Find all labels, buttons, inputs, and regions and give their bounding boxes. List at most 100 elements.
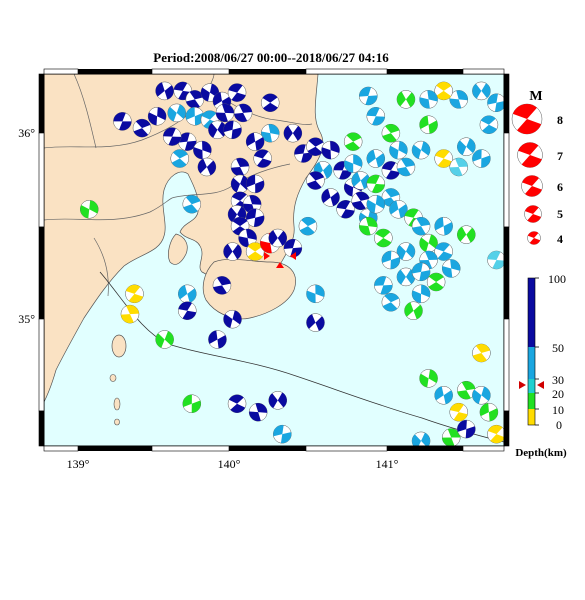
magnitude-legend-ball	[517, 142, 543, 168]
lat-label-36: 36°	[18, 126, 35, 140]
earthquake-focal-mechanism	[125, 284, 144, 304]
earthquake-focal-mechanism	[419, 369, 438, 388]
earthquake-focal-mechanism	[132, 118, 152, 138]
earthquake-focal-mechanism	[487, 424, 504, 444]
earthquake-focal-mechanism	[457, 225, 476, 244]
earthquake-focal-mechanism	[434, 386, 453, 405]
earthquake-focal-mechanism	[374, 228, 393, 248]
depth-band-deep	[528, 278, 535, 347]
magnitude-label-6: 6	[557, 180, 563, 194]
depth-band-yellow	[528, 409, 535, 425]
earthquake-focal-mechanism	[321, 188, 340, 207]
earthquake-focal-mechanism	[155, 330, 174, 349]
lon-label-139: 139°	[67, 457, 90, 471]
magnitude-legend-balls	[511, 103, 543, 245]
lon-label-141: 141°	[376, 457, 399, 471]
earthquake-focal-mechanism	[359, 216, 378, 236]
earthquake-focal-mechanism	[441, 259, 461, 278]
depth-label-50: 50	[552, 341, 564, 355]
magnitude-legend: M 8 7 6 5 4	[511, 89, 563, 246]
earthquake-focal-mechanism	[434, 81, 453, 101]
earthquake-focal-mechanism	[366, 107, 386, 126]
earthquake-focal-mechanism	[283, 123, 303, 143]
land-miura-peninsula	[168, 233, 188, 265]
earthquake-focal-mechanism	[411, 262, 431, 282]
earthquake-focal-mechanism	[306, 313, 325, 332]
earthquake-focal-mechanism	[479, 115, 499, 134]
lat-label-35: 35°	[18, 312, 35, 326]
earthquake-focal-mechanism	[306, 171, 325, 190]
earthquake-focal-mechanism	[472, 81, 491, 101]
earthquake-focal-mechanism	[178, 301, 197, 320]
earthquake-focal-mechanism	[248, 402, 268, 422]
earthquake-focal-mechanism	[238, 228, 257, 248]
earthquake-focal-mechanism	[182, 394, 202, 413]
magnitude-legend-ball	[511, 103, 543, 135]
earthquake-focal-mechanism	[273, 424, 292, 444]
land-mainland	[44, 74, 324, 403]
earthquake-focal-mechanism	[212, 276, 232, 295]
earthquake-focal-mechanism	[245, 174, 265, 194]
earthquake-focal-mechanism	[155, 81, 174, 101]
earthquake-focal-mechanism	[419, 233, 438, 253]
earthquake-focal-mechanism	[113, 112, 132, 131]
land-shikinejima	[114, 418, 120, 426]
earthquake-focal-mechanism	[306, 137, 325, 156]
earthquake-events	[79, 81, 504, 446]
magnitude-label-8: 8	[557, 113, 563, 127]
earthquake-focal-mechanism	[227, 394, 247, 413]
earthquake-focal-mechanism	[366, 149, 386, 168]
earthquake-focal-mechanism	[167, 103, 186, 123]
earthquake-focal-mechanism	[79, 200, 99, 219]
earthquake-focal-mechanism	[479, 402, 499, 422]
earthquake-focal-mechanism	[411, 140, 431, 160]
earthquake-focal-mechanism	[185, 107, 205, 126]
depth-label-10: 10	[552, 403, 564, 417]
earthquake-focal-mechanism	[404, 301, 423, 320]
depth-colorbar-outline	[527, 277, 536, 426]
earthquake-focal-mechanism	[389, 140, 408, 160]
magnitude-legend-ball	[527, 231, 541, 245]
earthquake-focal-mechanism	[419, 115, 438, 134]
earthquake-focal-mechanism	[182, 194, 202, 214]
earthquake-focal-mechanism	[419, 90, 438, 109]
earthquake-focal-mechanism	[449, 157, 469, 177]
earthquake-focal-mechanism	[434, 216, 453, 236]
map-area[interactable]	[38, 68, 510, 452]
earthquake-focal-mechanism	[449, 402, 469, 422]
depth-axis-label: Depth(km)	[515, 447, 567, 459]
earthquake-focal-mechanism	[457, 380, 476, 400]
earthquake-focal-mechanism	[223, 242, 242, 261]
longitude-labels: 139° 140° 141°	[67, 457, 399, 471]
earthquake-focal-mechanism	[223, 309, 242, 329]
red-marker-triangles	[264, 252, 296, 268]
lon-label-140: 140°	[218, 457, 241, 471]
land-niijima	[113, 397, 121, 411]
map-frame	[38, 68, 510, 452]
magnitude-label-4: 4	[557, 232, 563, 246]
earthquake-focal-mechanism	[233, 103, 253, 123]
depth-label-20: 20	[552, 387, 564, 401]
earthquake-focal-mechanism	[381, 123, 401, 143]
depth-band-shallow-cyan	[528, 379, 535, 393]
earthquake-focal-mechanism	[472, 343, 491, 363]
magnitude-legend-ball	[521, 175, 543, 197]
earthquake-focal-mechanism	[396, 157, 416, 177]
magnitude-label-7: 7	[557, 149, 563, 163]
earthquake-focal-mechanism	[396, 90, 416, 109]
latitude-labels: 36° 35°	[18, 126, 35, 326]
earthquake-focal-mechanism	[245, 132, 265, 151]
earthquake-focal-mechanism	[457, 419, 476, 439]
earthquake-focal-mechanism	[260, 93, 280, 112]
earthquake-focal-mechanism	[260, 123, 280, 143]
earthquake-focal-mechanism	[170, 149, 189, 168]
plate-boundary	[99, 271, 504, 443]
earthquake-focal-mechanism	[298, 216, 318, 236]
map-title: Period:2008/06/27 00:00--2018/06/27 04:1…	[153, 50, 389, 65]
earthquake-focal-mechanism	[411, 284, 431, 304]
earthquake-focal-mechanism	[411, 431, 431, 446]
earthquake-focal-mechanism	[120, 304, 140, 324]
earthquake-focal-mechanism	[230, 157, 250, 177]
